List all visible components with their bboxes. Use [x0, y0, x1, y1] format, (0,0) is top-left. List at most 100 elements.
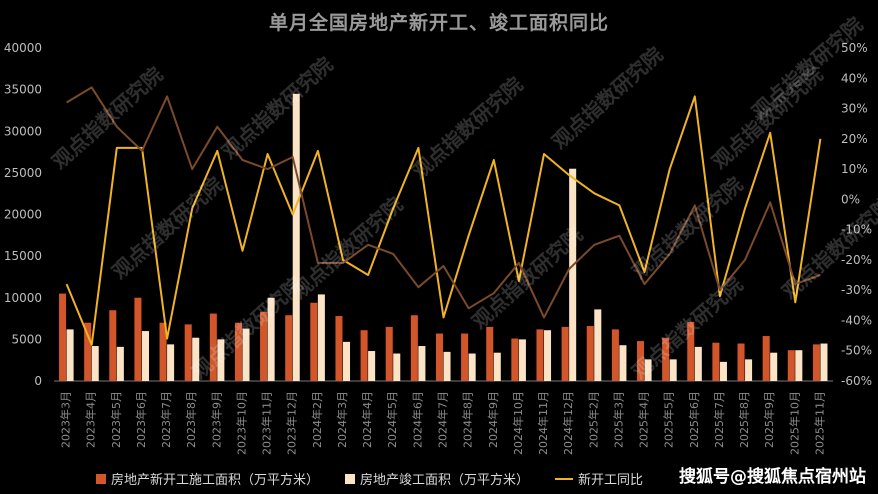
- bar-completed: [443, 351, 451, 381]
- y-right-tick-label: -20%: [841, 253, 872, 267]
- x-tick-label: 2023年5月: [109, 391, 123, 448]
- bar-new-start: [159, 322, 167, 381]
- legend-label-new-start-area: 房地产新开工施工面积（万平方米）: [111, 473, 320, 488]
- x-tick-label: 2023年4月: [84, 391, 98, 448]
- y-left-tick-label: 10000: [4, 291, 42, 305]
- bar-new-start: [234, 322, 242, 381]
- bar-new-start: [687, 321, 695, 381]
- x-tick-label: 2024年5月: [385, 391, 399, 448]
- y-right-tick-label: 10%: [841, 162, 868, 176]
- bar-new-start: [184, 324, 192, 381]
- bar-new-start: [636, 341, 645, 381]
- y-right-tick-label: 30%: [841, 102, 868, 116]
- x-tick-label: 2025年5月: [662, 391, 676, 448]
- x-tick-label: 2023年12月: [285, 391, 299, 455]
- bar-new-start: [260, 311, 268, 381]
- bar-new-start: [611, 329, 619, 381]
- bar-completed: [644, 359, 652, 381]
- bar-completed: [669, 359, 677, 381]
- bar-completed: [418, 346, 426, 381]
- y-left-tick-label: 30000: [4, 124, 42, 138]
- bar-completed: [167, 344, 175, 381]
- x-tick-label: 2025年10月: [787, 391, 801, 455]
- y-right-tick-label: 50%: [841, 41, 868, 55]
- bar-new-start: [662, 337, 670, 381]
- bar-completed: [795, 350, 803, 381]
- x-tick-label: 2023年7月: [159, 391, 173, 448]
- bar-new-start: [586, 326, 594, 381]
- bar-new-start: [486, 326, 494, 381]
- bar-completed: [368, 351, 376, 381]
- x-tick-label: 2024年4月: [360, 391, 374, 448]
- watermark-text: 观点指数研究院: [547, 42, 667, 154]
- x-tick-label: 2024年12月: [561, 391, 575, 455]
- y-right-tick-label: -30%: [841, 283, 872, 297]
- bar-new-start: [109, 310, 117, 381]
- bar-new-start: [461, 333, 469, 381]
- x-tick-label: 2023年11月: [260, 391, 274, 455]
- y-right-tick-label: -40%: [841, 313, 872, 327]
- watermark-text: 观点指数研究院: [407, 72, 527, 184]
- bar-new-start: [285, 315, 293, 381]
- legend-swatch-new-start-area: [96, 473, 106, 484]
- legend-item-new-start-area: 房地产新开工施工面积（万平方米）: [96, 469, 319, 488]
- y-right-tick-label: -10%: [841, 223, 872, 237]
- x-tick-label: 2024年6月: [410, 391, 424, 448]
- bar-new-start: [435, 333, 443, 381]
- bar-new-start: [360, 330, 368, 381]
- x-tick-label: 2024年10月: [511, 391, 525, 455]
- bar-completed: [719, 361, 727, 381]
- y-left-tick-label: 25000: [4, 166, 42, 180]
- bar-completed: [192, 337, 200, 381]
- x-tick-label: 2025年4月: [637, 391, 651, 448]
- bar-completed: [468, 353, 476, 381]
- bar-new-start: [812, 344, 820, 381]
- x-tick-label: 2024年9月: [486, 391, 500, 448]
- bar-completed: [91, 346, 99, 381]
- bar-completed: [141, 331, 149, 381]
- bar-completed: [569, 168, 577, 381]
- y-right-tick-label: 20%: [841, 132, 868, 146]
- bar-new-start: [310, 302, 318, 381]
- y-right-tick-label: 0%: [841, 192, 860, 206]
- x-tick-label: 2023年9月: [209, 391, 223, 448]
- legend-swatch-new-start-yoy: [555, 477, 574, 480]
- bar-new-start: [737, 343, 745, 381]
- y-right-tick-label: -60%: [841, 374, 872, 388]
- legend-item-new-start-yoy: 新开工同比: [555, 469, 643, 488]
- x-tick-label: 2023年6月: [134, 391, 148, 448]
- footer-brand: 搜狐号@搜狐焦点宿州站: [679, 467, 866, 487]
- bar-new-start: [84, 322, 92, 381]
- bar-new-start: [59, 293, 67, 381]
- bar-new-start: [712, 342, 720, 381]
- bar-completed: [242, 328, 250, 381]
- bar-new-start: [335, 316, 343, 381]
- bar-completed: [493, 352, 501, 381]
- bar-completed: [267, 297, 275, 381]
- bar-completed: [770, 352, 778, 381]
- x-tick-label: 2025年11月: [812, 391, 826, 455]
- legend-item-completed-area: 房地产竣工面积（万平方米）: [345, 469, 529, 488]
- chart-title: 单月全国房地产新开工、竣工面积同比: [268, 12, 609, 34]
- bar-completed: [694, 346, 702, 381]
- bar-new-start: [134, 297, 142, 381]
- watermark-text: 观点指数研究院: [627, 172, 747, 284]
- line-completed-yoy: [66, 86, 821, 319]
- x-tick-label: 2024年8月: [461, 391, 475, 448]
- bar-completed: [317, 294, 325, 381]
- x-tick-label: 2024年7月: [436, 391, 450, 448]
- bar-new-start: [410, 315, 418, 381]
- bar-completed: [518, 339, 526, 381]
- bar-completed: [594, 309, 602, 381]
- bar-completed: [619, 345, 627, 381]
- bar-completed: [116, 346, 124, 381]
- x-tick-label: 2023年8月: [184, 391, 198, 448]
- chart-legend: 房地产新开工施工面积（万平方米） 房地产竣工面积（万平方米） 新开工同比: [96, 469, 643, 488]
- y-left-tick-label: 40000: [4, 41, 42, 55]
- x-tick-label: 2025年9月: [762, 391, 776, 448]
- x-tick-label: 2024年11月: [536, 391, 550, 455]
- x-tick-label: 2023年10月: [234, 391, 248, 455]
- bar-new-start: [787, 350, 795, 381]
